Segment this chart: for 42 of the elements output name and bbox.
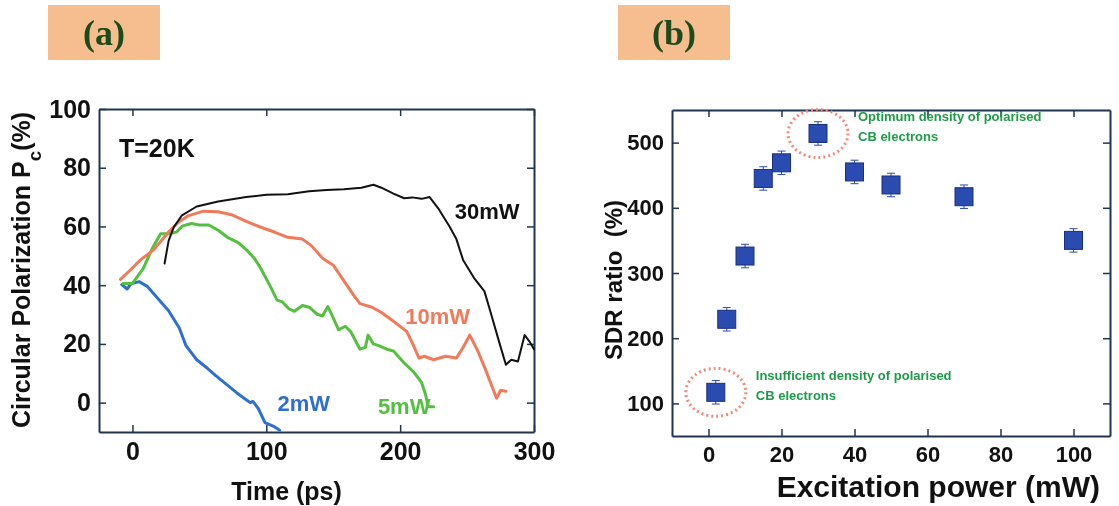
y-tick-label: 80 <box>63 153 91 182</box>
point <box>845 162 864 182</box>
point <box>1064 230 1083 250</box>
series-label: 2mW <box>277 391 331 417</box>
y-tick-label: 60 <box>63 211 91 240</box>
annotation: Optimum density of polarised CB electrons <box>858 109 1042 145</box>
point <box>954 187 974 207</box>
chart-title: (a) <box>83 13 125 53</box>
x-tick-label: 60 <box>915 441 941 467</box>
chart-title: (b) <box>652 13 696 53</box>
point <box>772 153 791 173</box>
series-label: 30mW <box>454 199 520 225</box>
y-tick-label: 300 <box>627 260 664 286</box>
x-axis-title: Time (ps) <box>231 477 342 505</box>
x-tick-label: 100 <box>245 436 288 465</box>
point <box>753 168 773 188</box>
x-tick-label: 40 <box>842 441 868 467</box>
x-tick-label: 300 <box>513 436 556 465</box>
y-axis-title: SDR ratio (%) <box>600 199 627 361</box>
line-series <box>163 183 535 366</box>
y-tick-label: 100 <box>49 94 91 123</box>
point <box>735 246 755 266</box>
y-tick-label: 400 <box>627 195 664 221</box>
y-tick-label: 20 <box>63 329 91 358</box>
point <box>717 309 737 329</box>
y-tick-label: 100 <box>627 390 664 416</box>
x-tick-label: 0 <box>702 441 716 467</box>
x-tick-label: 100 <box>1055 441 1093 467</box>
series-label: 10mW <box>405 303 471 329</box>
x-tick-label: 80 <box>988 441 1014 467</box>
y-tick-label: 0 <box>77 388 91 417</box>
x-axis-title: Excitation power (mW) <box>776 470 1100 503</box>
y-tick-label: 500 <box>627 130 664 156</box>
annotation: T=20K <box>119 134 195 162</box>
y-tick-label: 40 <box>63 270 91 299</box>
x-tick-label: 20 <box>769 441 795 467</box>
y-tick-label: 200 <box>627 325 664 351</box>
x-tick-label: 200 <box>379 436 422 465</box>
annotation: Insufficient density of polarised CB electrons <box>755 368 952 404</box>
series-label: 5mW <box>377 394 431 420</box>
point <box>881 175 901 195</box>
x-tick-label: 0 <box>126 436 140 465</box>
